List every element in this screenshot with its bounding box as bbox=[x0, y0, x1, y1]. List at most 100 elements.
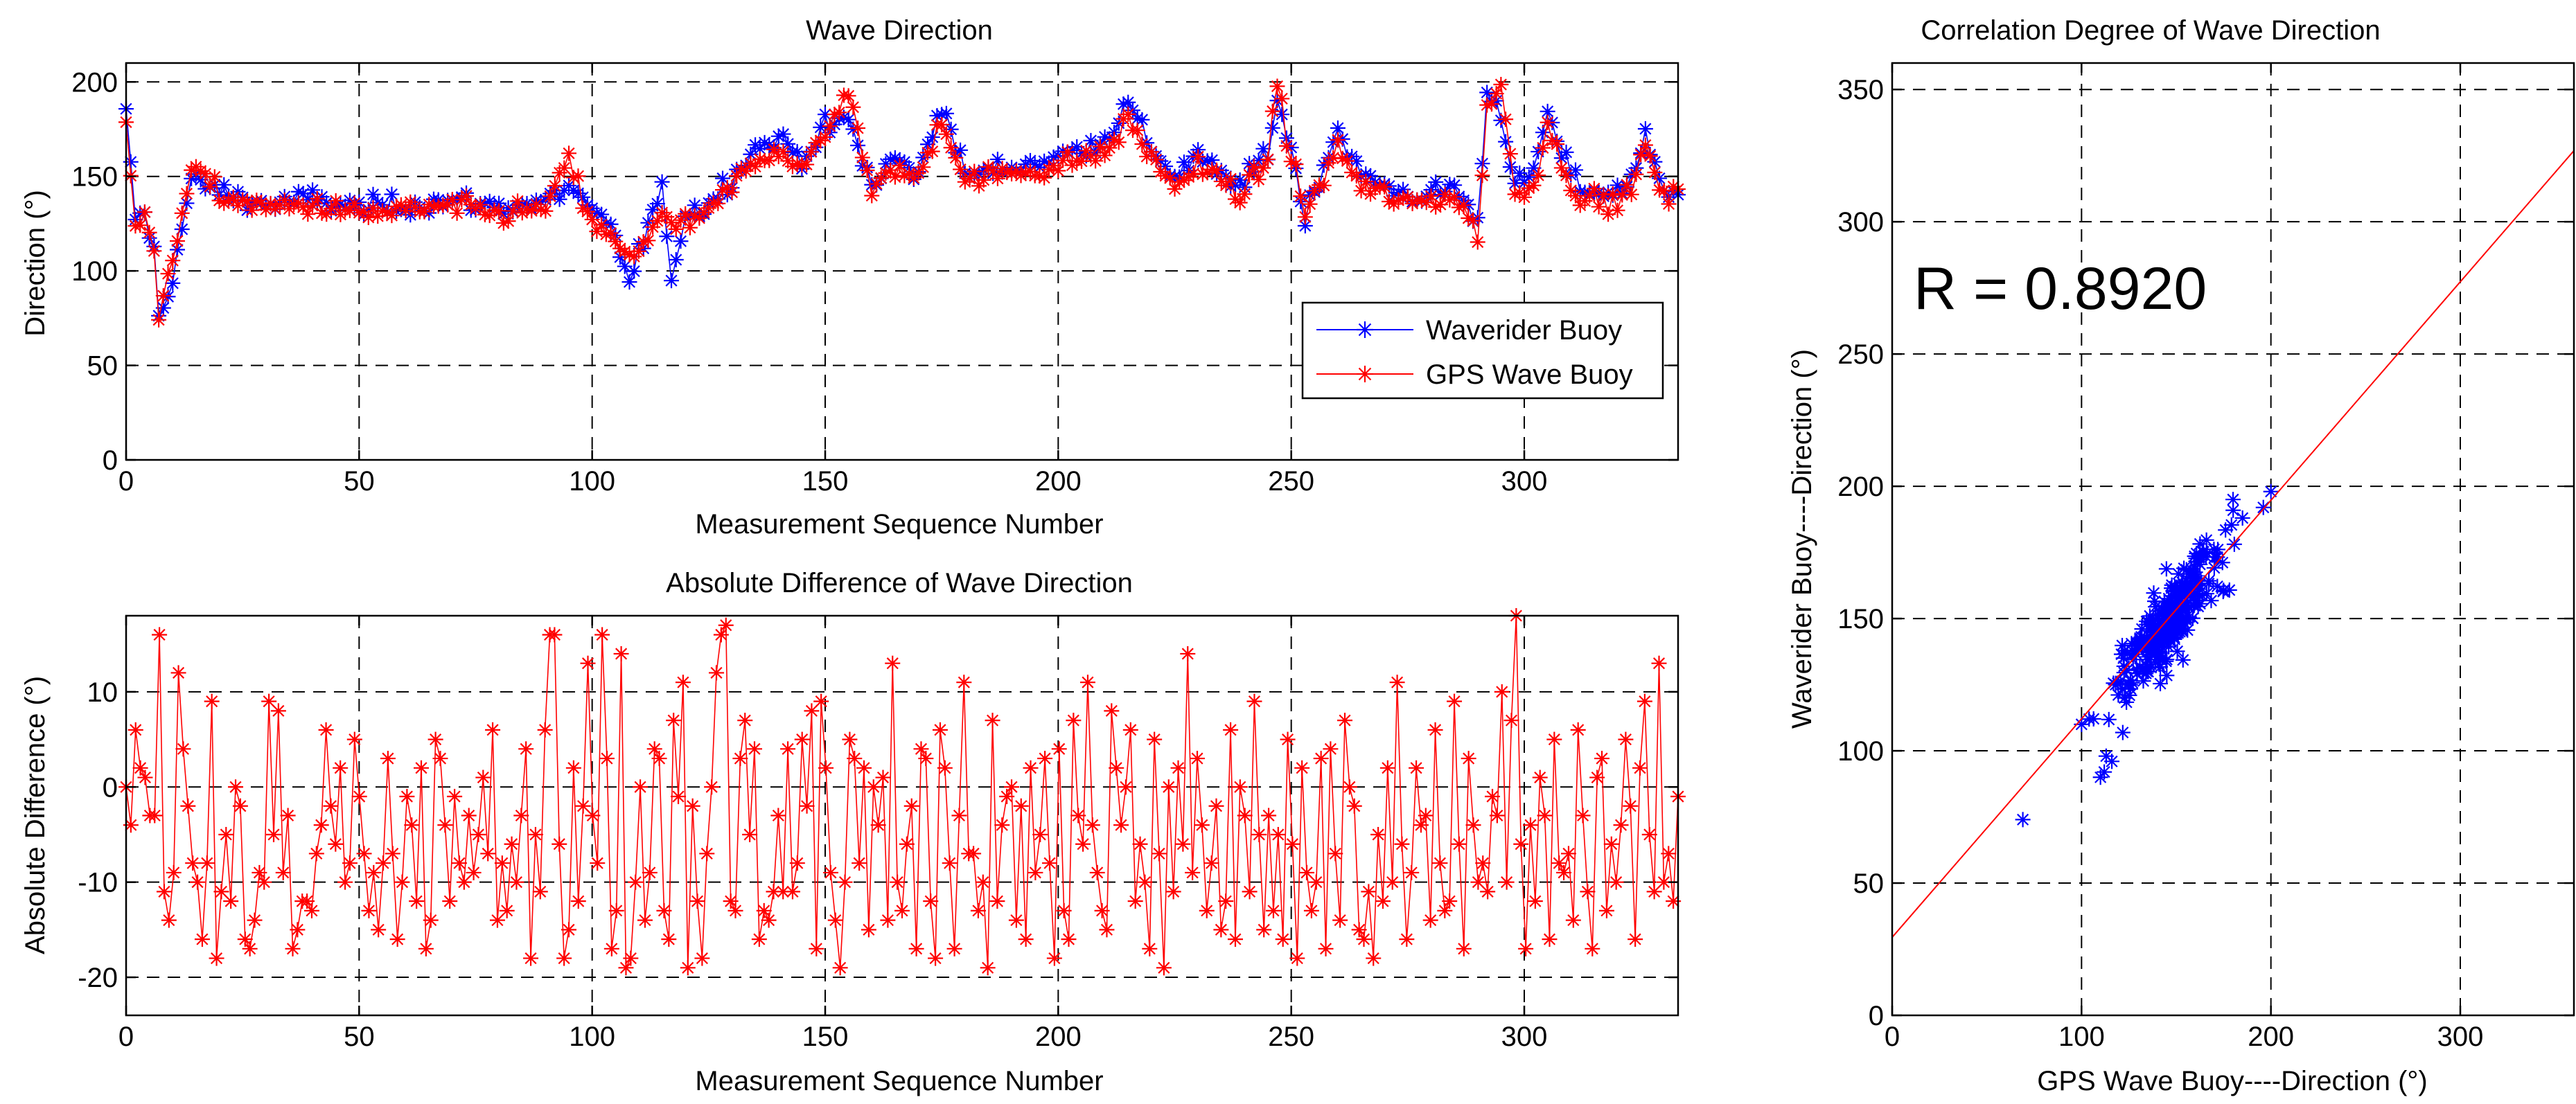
wave-direction-tick-label-x: 150 bbox=[802, 466, 849, 497]
waverider-point bbox=[384, 186, 400, 202]
correlation-point bbox=[2226, 536, 2242, 552]
difference-point bbox=[1399, 932, 1415, 947]
gps-point bbox=[1470, 234, 1485, 250]
gps-point bbox=[989, 170, 1005, 186]
legend-marker-gps bbox=[1357, 366, 1373, 382]
wave-direction-xlabel: Measurement Sequence Number bbox=[695, 509, 1103, 540]
difference-point bbox=[590, 855, 606, 871]
difference-point bbox=[1513, 836, 1529, 852]
difference-point bbox=[908, 941, 924, 956]
legend-star-waverider bbox=[1357, 321, 1373, 338]
wave-direction-tick-label-y: 200 bbox=[71, 67, 118, 98]
gps-point bbox=[202, 179, 218, 195]
difference-point bbox=[1608, 874, 1624, 890]
gps-point bbox=[309, 190, 325, 206]
difference-point bbox=[818, 760, 834, 776]
correlation-tick-label-y: 0 bbox=[1869, 1001, 1884, 1031]
correlation-point bbox=[2081, 711, 2097, 727]
difference-point bbox=[1203, 855, 1219, 871]
correlation-point bbox=[2189, 577, 2205, 593]
waverider-point bbox=[1540, 103, 1555, 119]
correlation-point bbox=[2147, 654, 2163, 670]
difference-point bbox=[252, 864, 267, 880]
difference-point bbox=[437, 817, 453, 833]
legend-box bbox=[1301, 301, 1664, 400]
difference-point bbox=[932, 722, 948, 738]
difference-point bbox=[642, 864, 658, 880]
difference-point bbox=[875, 769, 891, 785]
difference-point bbox=[499, 902, 515, 918]
gps-point bbox=[179, 186, 195, 202]
difference-point bbox=[218, 826, 234, 842]
gps-point bbox=[542, 188, 558, 204]
gps-point bbox=[1348, 168, 1364, 184]
difference-point bbox=[608, 902, 624, 918]
difference-point bbox=[951, 808, 967, 823]
gps-point bbox=[1274, 91, 1290, 107]
difference-point bbox=[1208, 798, 1224, 814]
absolute-difference-axes-box bbox=[125, 614, 1679, 1017]
wave-direction-title: Wave Direction bbox=[806, 15, 993, 46]
correlation-chart: Correlation Degree of Wave Direction 0 10… bbox=[1787, 15, 2575, 1096]
difference-point bbox=[1303, 902, 1319, 918]
difference-point bbox=[809, 941, 824, 956]
gps-point bbox=[710, 195, 726, 211]
correlation-point bbox=[2165, 616, 2181, 632]
difference-point bbox=[903, 798, 919, 814]
difference-point bbox=[303, 902, 319, 918]
absolute-difference-tick-label-x: 50 bbox=[344, 1022, 375, 1052]
wave-direction-tick-label-x: 300 bbox=[1501, 466, 1548, 497]
difference-point bbox=[123, 817, 139, 833]
gps-point bbox=[305, 197, 321, 213]
difference-point bbox=[580, 655, 596, 671]
difference-point bbox=[985, 713, 1000, 729]
gps-point bbox=[962, 170, 978, 186]
difference-point bbox=[418, 941, 434, 956]
difference-point bbox=[1194, 817, 1210, 833]
difference-point bbox=[261, 693, 277, 709]
difference-point bbox=[1589, 769, 1605, 785]
difference-point bbox=[651, 751, 667, 767]
difference-point bbox=[1218, 893, 1234, 909]
difference-point bbox=[565, 760, 581, 776]
difference-point bbox=[1465, 817, 1481, 833]
difference-point bbox=[1127, 893, 1143, 909]
difference-point bbox=[1079, 675, 1095, 691]
difference-point bbox=[1042, 855, 1058, 871]
correlation-tick-label-x: 100 bbox=[2058, 1022, 2105, 1052]
difference-point bbox=[1066, 713, 1082, 729]
gps-point bbox=[1418, 195, 1434, 211]
gps-point bbox=[1255, 160, 1271, 176]
absolute-difference-tick-label-y: 0 bbox=[103, 772, 118, 803]
difference-point bbox=[380, 751, 396, 767]
gps-point bbox=[818, 129, 833, 145]
difference-point bbox=[556, 950, 572, 966]
difference-point bbox=[1632, 760, 1648, 776]
difference-point bbox=[1152, 846, 1167, 862]
gps-point bbox=[1050, 163, 1066, 179]
difference-point bbox=[1594, 751, 1610, 767]
difference-point bbox=[1494, 684, 1510, 700]
difference-point bbox=[190, 874, 206, 890]
difference-point bbox=[633, 779, 649, 795]
difference-point bbox=[718, 617, 734, 633]
difference-point bbox=[742, 826, 758, 842]
difference-point bbox=[1585, 941, 1600, 956]
correlation-point bbox=[2159, 668, 2175, 684]
gps-point bbox=[645, 219, 661, 235]
difference-point bbox=[1185, 864, 1201, 880]
correlation-ylabel: Waverider Buoy----Direction (°) bbox=[1787, 349, 1817, 729]
absolute-difference-chart: Absolute Difference of Wave Direction 0 5… bbox=[20, 568, 1686, 1096]
difference-point bbox=[603, 941, 619, 956]
difference-point bbox=[1094, 902, 1110, 918]
difference-point bbox=[656, 902, 672, 918]
difference-point bbox=[1503, 713, 1519, 729]
waverider-point bbox=[1447, 177, 1463, 193]
correlation-point bbox=[2121, 677, 2137, 693]
difference-point bbox=[275, 864, 291, 880]
difference-point bbox=[1384, 874, 1400, 890]
correlation-point bbox=[2158, 653, 2174, 669]
difference-point bbox=[1427, 722, 1443, 738]
difference-point bbox=[1275, 932, 1291, 947]
gps-point bbox=[1456, 197, 1472, 213]
